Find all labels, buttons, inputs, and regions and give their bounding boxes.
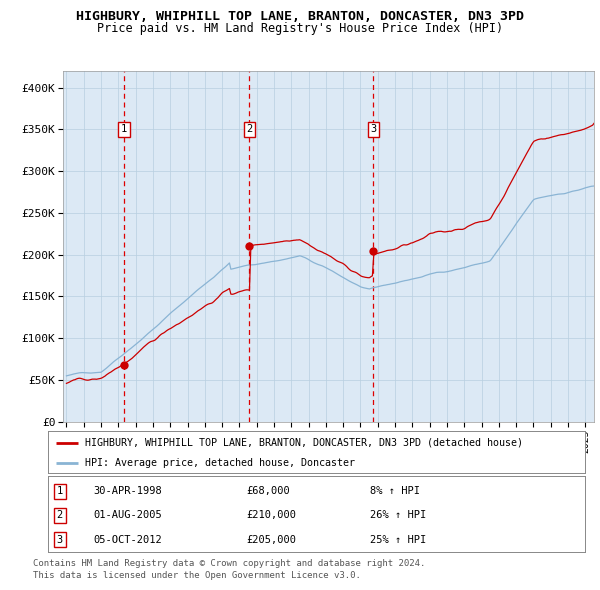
Text: £68,000: £68,000 (247, 486, 290, 496)
Text: 1: 1 (56, 486, 63, 496)
Text: 1: 1 (121, 124, 127, 135)
Text: 3: 3 (370, 124, 377, 135)
Text: 25% ↑ HPI: 25% ↑ HPI (370, 535, 427, 545)
Text: 2: 2 (56, 510, 63, 520)
Text: This data is licensed under the Open Government Licence v3.0.: This data is licensed under the Open Gov… (33, 571, 361, 580)
Text: HIGHBURY, WHIPHILL TOP LANE, BRANTON, DONCASTER, DN3 3PD: HIGHBURY, WHIPHILL TOP LANE, BRANTON, DO… (76, 10, 524, 23)
Text: 05-OCT-2012: 05-OCT-2012 (94, 535, 163, 545)
Text: HPI: Average price, detached house, Doncaster: HPI: Average price, detached house, Donc… (85, 458, 355, 467)
Text: £205,000: £205,000 (247, 535, 296, 545)
Text: HIGHBURY, WHIPHILL TOP LANE, BRANTON, DONCASTER, DN3 3PD (detached house): HIGHBURY, WHIPHILL TOP LANE, BRANTON, DO… (85, 438, 523, 448)
Text: Contains HM Land Registry data © Crown copyright and database right 2024.: Contains HM Land Registry data © Crown c… (33, 559, 425, 568)
Text: 2: 2 (247, 124, 253, 135)
Text: 3: 3 (56, 535, 63, 545)
Text: £210,000: £210,000 (247, 510, 296, 520)
Text: Price paid vs. HM Land Registry's House Price Index (HPI): Price paid vs. HM Land Registry's House … (97, 22, 503, 35)
Text: 01-AUG-2005: 01-AUG-2005 (94, 510, 163, 520)
Text: 30-APR-1998: 30-APR-1998 (94, 486, 163, 496)
Text: 26% ↑ HPI: 26% ↑ HPI (370, 510, 427, 520)
Text: 8% ↑ HPI: 8% ↑ HPI (370, 486, 420, 496)
